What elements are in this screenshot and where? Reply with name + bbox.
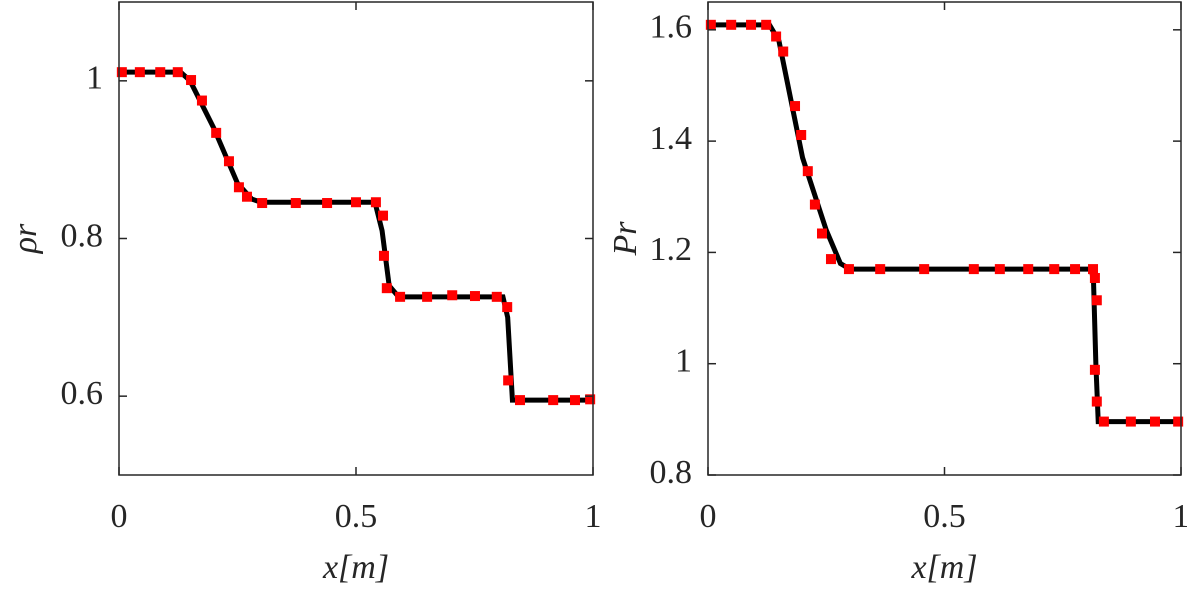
marker	[1091, 396, 1102, 407]
marker	[825, 254, 836, 265]
y-axis-label: Pr	[607, 221, 644, 257]
y-tick-label: 0.8	[61, 217, 104, 254]
marker	[771, 31, 782, 42]
marker	[381, 283, 392, 294]
marker	[919, 264, 930, 275]
marker	[134, 67, 145, 78]
data-line	[119, 69, 593, 403]
marker	[223, 156, 234, 167]
marker	[155, 67, 166, 78]
marker	[1125, 416, 1136, 427]
marker	[491, 291, 502, 302]
marker	[322, 198, 333, 209]
x-tick-label: 0	[700, 498, 717, 535]
marker	[569, 395, 580, 406]
marker	[1173, 416, 1184, 427]
y-tick-label: 0.6	[61, 375, 104, 412]
marker	[378, 250, 389, 261]
marker	[395, 291, 406, 302]
marker	[790, 101, 801, 112]
marker	[211, 127, 222, 138]
marker	[843, 264, 854, 275]
marker	[351, 197, 361, 208]
marker	[233, 182, 244, 193]
marker	[802, 166, 813, 177]
x-tick-label: 1	[1173, 498, 1187, 535]
marker	[503, 375, 514, 386]
x-tick-label: 0	[111, 498, 128, 535]
marker	[548, 395, 559, 406]
y-tick-label: 0.8	[650, 454, 693, 491]
marker	[186, 75, 197, 86]
marker	[796, 129, 807, 140]
y-tick-label: 1.6	[650, 9, 693, 46]
marker	[968, 264, 979, 275]
x-tick-label: 0.5	[923, 498, 966, 535]
marker	[447, 290, 458, 301]
marker	[290, 198, 301, 209]
marker	[746, 19, 757, 30]
marker	[1088, 264, 1099, 275]
marker	[809, 199, 820, 210]
marker	[257, 198, 268, 209]
axes-box	[707, 1, 1182, 476]
y-tick-label: 1	[86, 60, 103, 97]
marker	[172, 67, 183, 78]
marker	[585, 394, 596, 405]
marker	[469, 291, 480, 302]
marker	[1089, 273, 1100, 284]
marker	[378, 210, 389, 221]
y-tick-label: 1.4	[650, 120, 693, 157]
marker	[705, 19, 716, 30]
marker	[370, 197, 381, 208]
y-tick-label: 1	[675, 343, 692, 380]
y-tick-label: 1.2	[650, 231, 693, 268]
marker	[1091, 295, 1102, 306]
marker	[816, 228, 827, 239]
marker	[994, 264, 1005, 275]
data-line	[708, 22, 1181, 425]
marker	[1149, 416, 1160, 427]
x-tick-label: 1	[585, 498, 602, 535]
marker	[875, 264, 886, 275]
x-axis-label: x[m]	[910, 549, 977, 586]
y-axis-label: ρr	[7, 223, 44, 254]
marker	[502, 302, 513, 313]
marker	[515, 395, 526, 406]
marker	[1089, 364, 1100, 375]
marker	[761, 19, 772, 30]
marker	[1023, 264, 1034, 275]
marker	[116, 67, 127, 78]
marker	[726, 19, 737, 30]
marker	[1049, 264, 1060, 275]
marker	[241, 191, 252, 202]
x-tick-label: 0.5	[335, 498, 378, 535]
x-axis-label: x[m]	[322, 549, 389, 586]
marker	[422, 291, 433, 302]
marker	[1070, 264, 1081, 275]
marker	[196, 95, 207, 106]
marker	[1098, 416, 1109, 427]
marker	[778, 46, 789, 57]
